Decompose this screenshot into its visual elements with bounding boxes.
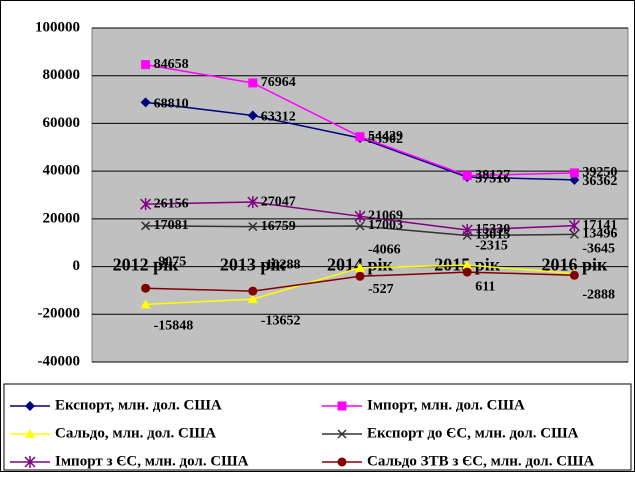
data-label: 15330 [475,222,510,237]
marker [569,229,579,239]
data-label: 26156 [154,196,189,211]
data-label: -2888 [582,288,615,303]
marker [354,210,366,223]
x-tick-label: 2016 рік [541,255,608,275]
marker [248,222,258,232]
marker [248,286,258,296]
data-label: 17081 [154,218,189,233]
data-label: 63312 [261,110,296,125]
y-tick-label: 80000 [43,67,81,83]
legend-label: Сальдо, млн. дол. США [55,425,216,441]
legend-marker [337,429,347,439]
legend-label: Сальдо ЗТВ з ЄС, млн. дол. США [367,453,594,469]
data-label: -4066 [368,242,401,257]
data-label: 54429 [368,129,403,144]
marker [462,267,472,277]
data-label: -3645 [582,241,615,256]
data-label: -527 [368,282,394,297]
data-label: 84658 [154,57,189,72]
marker [355,221,365,231]
y-tick-label: 20000 [43,210,81,226]
legend-label: Імпорт, млн. дол. США [367,397,525,413]
marker [247,294,258,304]
data-label: 39250 [582,165,617,180]
marker [462,171,472,181]
marker [247,110,258,121]
data-label: 611 [475,279,495,294]
marker [140,97,151,108]
y-tick-label: 100000 [35,19,80,35]
data-label: -9075 [154,254,187,269]
y-tick-label: 0 [73,258,81,274]
marker [141,221,151,231]
legend-label: Експорт, млн. дол. США [55,397,222,413]
legend-marker [25,401,35,411]
marker [355,271,365,281]
marker [248,78,258,88]
marker [141,283,151,293]
marker [568,219,580,232]
marker [569,270,579,280]
data-label: 13496 [582,227,617,242]
data-label: 38127 [475,168,510,183]
marker [140,198,152,211]
data-label: 13015 [475,228,510,243]
marker [355,132,365,142]
marker [247,196,259,209]
y-tick-label: 40000 [43,163,81,179]
y-tick-label: 60000 [43,115,81,131]
data-label: 16759 [261,219,296,234]
data-label: -10288 [261,257,301,272]
plot-area [91,27,629,363]
legend-marker [337,401,347,411]
x-tick-label: 2012 рік [113,255,180,275]
data-label: 36362 [582,174,617,189]
y-tick-label: -20000 [38,306,81,322]
legend-box [3,383,632,471]
y-tick-label: -40000 [38,353,81,369]
data-label: 17141 [582,218,617,233]
data-label: 76964 [261,75,296,90]
marker [355,262,365,272]
marker [141,60,151,70]
x-tick-label: 2013 рік [220,255,287,275]
data-label: -13652 [261,313,301,328]
marker [462,260,473,270]
legend-marker [25,429,35,438]
legend-label: Імпорт з ЄС, млн. дол. США [55,453,249,469]
data-label: -2315 [475,238,508,253]
legend-marker [24,456,36,468]
data-label: 21069 [368,209,403,224]
legend-label: Експорт до ЄС, млн. дол. США [367,425,579,441]
data-label: 68810 [154,97,189,112]
marker [461,223,473,236]
data-label: -15848 [154,319,194,334]
marker [569,168,579,178]
legend-marker [337,457,347,467]
data-label: 17003 [368,218,403,233]
marker [140,299,151,309]
data-label: 27047 [261,194,296,209]
